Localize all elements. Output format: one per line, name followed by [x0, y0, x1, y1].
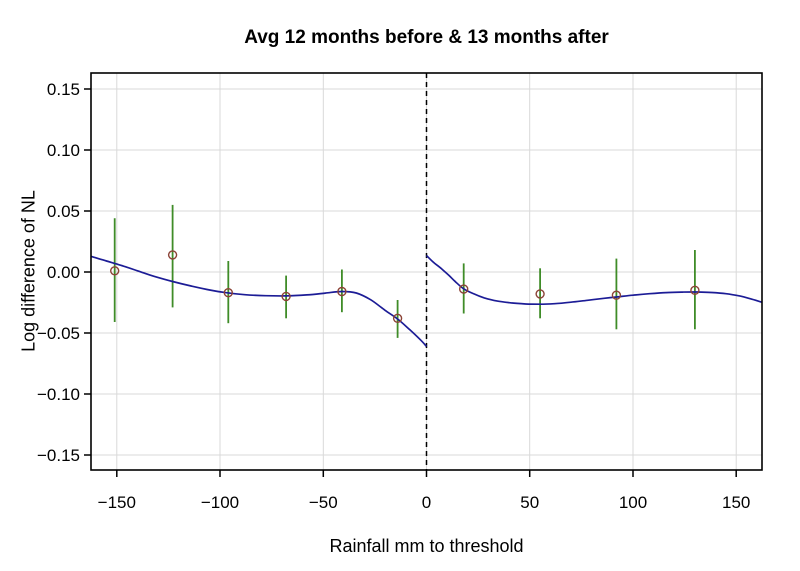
y-tick-label: −0.05	[37, 324, 80, 343]
data-point	[281, 291, 291, 302]
data-point	[459, 284, 469, 294]
data-point	[337, 286, 347, 297]
y-tick-label: 0.05	[47, 202, 80, 221]
y-tick-label: −0.10	[37, 385, 80, 404]
y-tick-label: 0.10	[47, 141, 80, 160]
data-point	[223, 288, 234, 298]
data-point	[535, 289, 545, 299]
x-tick-label: 0	[422, 493, 431, 512]
fit-line-after-threshold	[425, 254, 763, 306]
x-tick-label: 50	[520, 493, 539, 512]
x-tick-label: 150	[722, 493, 750, 512]
x-axis-title: Rainfall mm to threshold	[329, 536, 524, 556]
data-point	[392, 313, 403, 323]
y-tick-label: 0.00	[47, 263, 80, 282]
data-point	[611, 290, 622, 300]
fit-line-before-threshold	[90, 255, 428, 347]
data-point	[167, 250, 178, 260]
data-point	[690, 285, 700, 295]
y-tick-label: −0.15	[37, 446, 80, 465]
y-tick-label: 0.15	[47, 80, 80, 99]
x-tick-label: −150	[98, 493, 136, 512]
x-tick-label: −100	[201, 493, 239, 512]
x-tick-label: −50	[309, 493, 338, 512]
data-point	[109, 266, 120, 276]
x-tick-label: 100	[619, 493, 647, 512]
chart-title: Avg 12 months before & 13 months after	[244, 27, 609, 48]
